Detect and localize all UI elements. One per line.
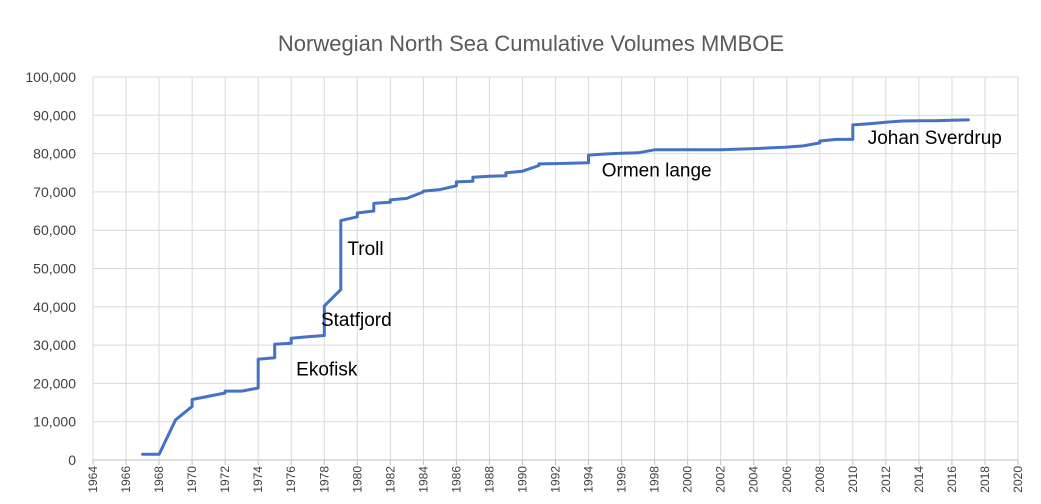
x-tick-label: 1984 <box>416 466 430 493</box>
x-tick-label: 1986 <box>449 466 463 493</box>
x-tick-label: 1992 <box>549 466 563 493</box>
x-tick-label: 2000 <box>681 466 695 493</box>
x-tick-label: 1964 <box>86 466 100 493</box>
y-tick-label: 60,000 <box>33 222 76 238</box>
x-tick-label: 1994 <box>582 466 596 493</box>
grid <box>92 76 1019 465</box>
annotation-label: Ekofisk <box>296 360 358 381</box>
x-tick-label: 2018 <box>978 466 992 493</box>
annotations: Ekofisk Statfjord Troll Ormen lange Johan Sv… <box>296 128 1002 381</box>
x-tick-label: 1996 <box>615 466 629 493</box>
annotation-label: Statfjord <box>321 310 392 331</box>
x-tick-label: 2004 <box>747 466 761 493</box>
y-tick-label: 0 <box>68 452 76 468</box>
x-tick-label: 1980 <box>350 466 364 493</box>
x-tick-label: 1988 <box>482 466 496 493</box>
y-tick-label: 80,000 <box>33 146 76 162</box>
x-tick-label: 1990 <box>515 466 529 493</box>
y-tick-label: 50,000 <box>33 261 76 277</box>
chart-title: Norwegian North Sea Cumulative Volumes M… <box>278 31 784 56</box>
x-tick-label: 1966 <box>119 466 133 493</box>
y-tick-label: 10,000 <box>33 414 76 430</box>
series <box>141 118 970 456</box>
y-tick-label: 100,000 <box>25 69 76 85</box>
x-tick-label: 1972 <box>218 466 232 493</box>
x-tick-label: 2020 <box>1011 466 1025 493</box>
annotation-label: Ormen lange <box>602 161 712 182</box>
x-tick-label: 1982 <box>383 466 397 493</box>
x-tick-label: 2012 <box>879 466 893 493</box>
x-tick-label: 2008 <box>813 466 827 493</box>
x-tick-label: 1998 <box>648 466 662 493</box>
y-tick-label: 90,000 <box>33 107 76 123</box>
y-tick-label: 30,000 <box>33 337 76 353</box>
y-tick-label: 40,000 <box>33 299 76 315</box>
x-tick-label: 1976 <box>284 466 298 493</box>
y-tick-label: 70,000 <box>33 184 76 200</box>
series-line <box>141 118 970 456</box>
annotation-label: Johan Sverdrup <box>868 128 1002 149</box>
x-tick-label: 1970 <box>185 466 199 493</box>
x-tick-label: 1968 <box>152 466 166 493</box>
x-tick-label: 1974 <box>251 466 265 493</box>
x-tick-label: 2010 <box>846 466 860 493</box>
y-tick-label: 20,000 <box>33 375 76 391</box>
x-tick-label: 2014 <box>912 466 926 493</box>
annotation-label: Troll <box>347 239 383 260</box>
x-axis-ticks: 1964 1966 1968 1970 1972 1974 1976 1978 1980 1982… <box>86 466 1025 493</box>
x-tick-label: 1978 <box>317 466 331 493</box>
x-tick-label: 2006 <box>780 466 794 493</box>
y-axis-ticks: 0 10,000 20,000 30,000 40,000 50,000 60,000 70,… <box>25 69 76 468</box>
x-tick-label: 2016 <box>945 466 959 493</box>
x-tick-label: 2002 <box>714 466 728 493</box>
